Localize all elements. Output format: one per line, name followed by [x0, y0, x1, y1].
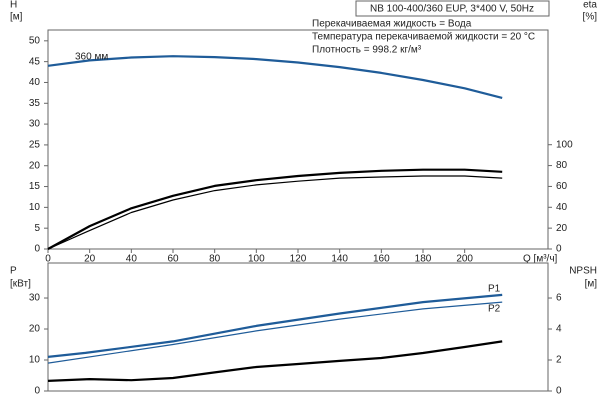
title-box [355, 0, 550, 17]
curve [47, 293, 503, 358]
x-tick-label: 40 [126, 254, 138, 265]
curve [47, 301, 503, 364]
curve [47, 175, 503, 250]
y-tick-label: 50 [29, 35, 41, 46]
annotation: 360 мм [75, 52, 108, 63]
info-line: Температура перекачиваемой жидкости = 20… [312, 32, 535, 43]
curve [47, 168, 503, 250]
y-axis-unit: [м] [10, 12, 23, 23]
y-tick-label: 20 [29, 160, 41, 171]
x-tick-label: 160 [373, 254, 390, 265]
legend-label: P2 [488, 304, 501, 315]
y-tick-label: 25 [29, 140, 41, 151]
y2-tick-label: 0 [556, 386, 562, 397]
y-axis-unit: [кВт] [10, 279, 31, 290]
curve [47, 55, 503, 99]
y-tick-label: 15 [29, 181, 41, 192]
x-tick-label: 100 [248, 254, 265, 265]
y2-axis-unit: [м] [585, 279, 598, 290]
x-tick-label: 20 [84, 254, 96, 265]
y-tick-label: 45 [29, 56, 41, 67]
y2-tick-label: 2 [556, 355, 562, 366]
y2-tick-label: 40 [556, 202, 568, 213]
y-tick-label: 40 [29, 77, 41, 88]
x-tick-label: 140 [331, 254, 348, 265]
y2-tick-label: 6 [556, 293, 562, 304]
x-tick-label: 0 [45, 254, 51, 265]
y-axis-label: P [10, 266, 17, 277]
y2-tick-label: 100 [556, 139, 573, 150]
x-tick-label: 120 [290, 254, 307, 265]
chart-title: NB 100-400/360 EUP, 3*400 V, 50Hz [370, 4, 534, 15]
y2-tick-label: 0 [556, 244, 562, 255]
x-tick-label: 180 [415, 254, 432, 265]
y-tick-label: 35 [29, 98, 41, 109]
y-tick-label: 20 [29, 324, 41, 335]
y-tick-label: 10 [29, 202, 41, 213]
x-tick-label: 60 [167, 254, 179, 265]
curve [47, 340, 503, 382]
y2-tick-label: 60 [556, 181, 568, 192]
x-axis-label: Q [м³/ч] [523, 254, 558, 265]
y-tick-label: 30 [29, 293, 41, 304]
plot-frame [47, 262, 549, 392]
y2-tick-label: 4 [556, 324, 562, 335]
x-tick-label: 80 [209, 254, 221, 265]
y2-axis-label: eta [583, 0, 597, 11]
y2-tick-label: 20 [556, 223, 568, 234]
y2-tick-label: 80 [556, 160, 568, 171]
y-axis-label: H [10, 0, 17, 11]
y2-axis-unit: [%] [583, 12, 598, 23]
y2-axis-label: NPSH [569, 266, 597, 277]
y-tick-label: 0 [34, 244, 40, 255]
x-tick-label: 200 [456, 254, 473, 265]
y-tick-label: 5 [34, 223, 40, 234]
y-tick-label: 30 [29, 119, 41, 130]
y-tick-label: 10 [29, 355, 41, 366]
info-line: Плотность = 998.2 кг/м³ [312, 45, 422, 56]
legend-label: P1 [488, 284, 501, 295]
info-line: Перекачиваемая жидкость = Вода [312, 19, 472, 30]
y-tick-label: 0 [34, 386, 40, 397]
